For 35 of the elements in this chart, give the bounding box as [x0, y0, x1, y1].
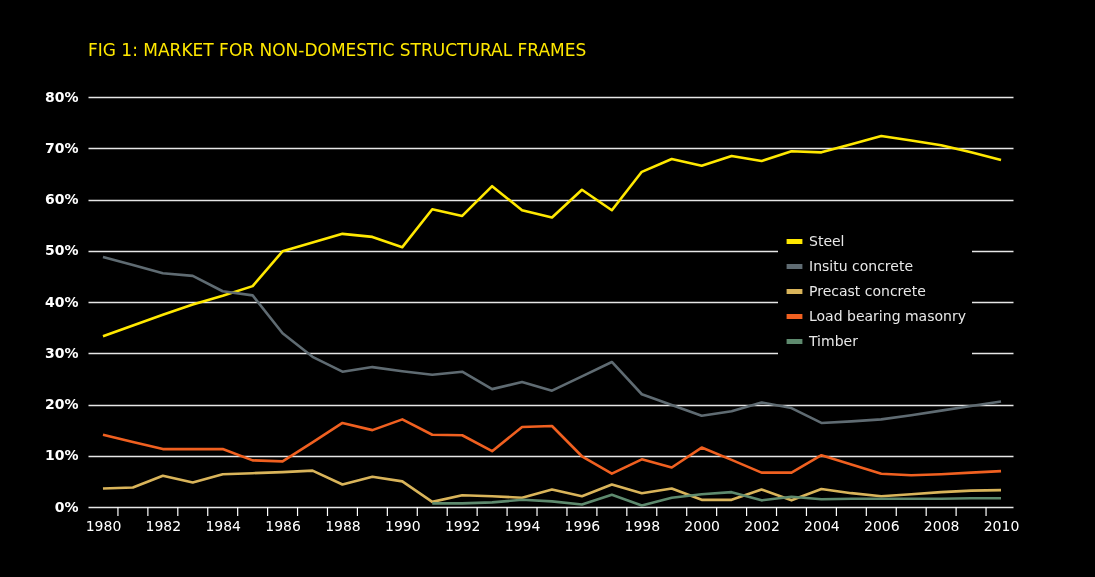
x-tick-label: 1992 [444, 517, 481, 534]
y-tick-label: 0% [54, 498, 79, 515]
x-tick-label: 2008 [923, 517, 960, 534]
y-tick-label: 80% [44, 88, 79, 105]
x-tick-label: 1982 [145, 517, 182, 534]
y-tick-label: 60% [44, 191, 79, 207]
x-tick-label: 1996 [564, 517, 601, 534]
y-tick-label: 50% [44, 242, 79, 259]
x-tick-label: 1986 [265, 517, 301, 534]
y-tick-label: 70% [44, 139, 79, 156]
line-series [101, 469, 1003, 504]
y-tick-label: 30% [44, 344, 79, 361]
legend-label: Timber [808, 332, 859, 349]
x-tick-label: 2010 [983, 517, 1020, 534]
x-tick-label: 2004 [804, 517, 840, 534]
x-tick-label: 1990 [385, 517, 421, 534]
legend-label: Steel [809, 232, 845, 249]
x-tick-label: 2002 [744, 517, 780, 534]
y-tick-label: 10% [44, 447, 79, 464]
x-tick-label: 1994 [504, 517, 541, 534]
y-tick-label: 20% [44, 396, 79, 412]
line-series [101, 255, 1003, 425]
x-tick-label: 2000 [684, 517, 720, 534]
legend-label: Precast concrete [809, 282, 926, 299]
line-series [430, 490, 1003, 507]
line-series [101, 418, 1003, 477]
x-tick-label: 1988 [325, 517, 361, 534]
x-tick-label: 1998 [624, 517, 661, 534]
x-tick-label: 2006 [863, 517, 900, 534]
legend-label: Load bearing masonry [809, 307, 966, 324]
y-tick-label: 40% [44, 293, 79, 310]
x-tick-label: 1984 [205, 517, 242, 534]
x-tick-label: 1980 [85, 517, 122, 534]
chart-title: FIG 1: MARKET FOR NON-DOMESTIC STRUCTURAL FRAMES [88, 40, 587, 60]
legend-label: Insitu concrete [809, 257, 913, 274]
